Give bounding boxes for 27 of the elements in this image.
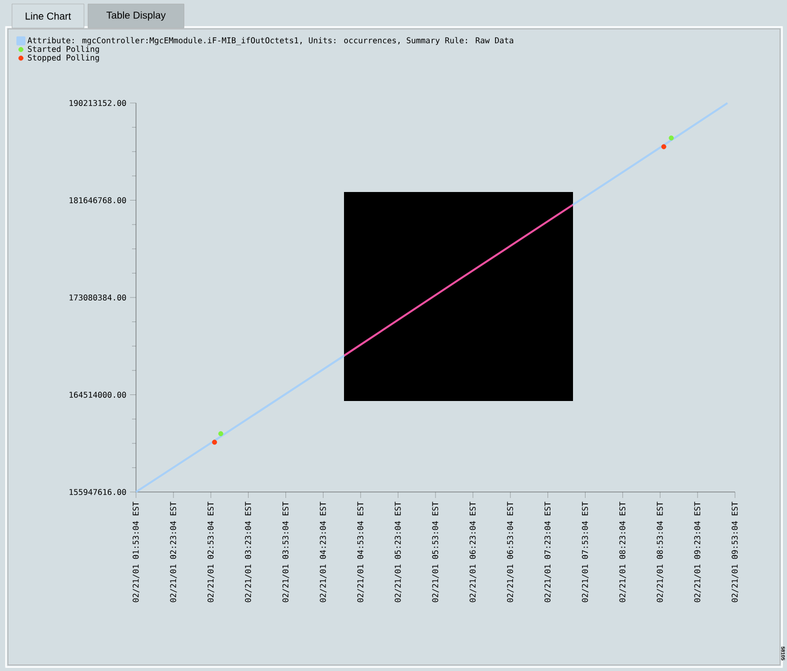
x-tick-label: 02/21/01 06:53:04 EST bbox=[507, 502, 514, 602]
x-tick-label: 02/21/01 08:23:04 EST bbox=[619, 502, 626, 602]
x-tick-label: 02/21/01 06:23:04 EST bbox=[470, 502, 476, 602]
y-tick-label: 164514000.00 bbox=[70, 392, 126, 398]
y-tick-label: 190213152.00 bbox=[70, 100, 126, 106]
x-tick-label: 02/21/01 05:23:04 EST bbox=[394, 502, 402, 602]
x-tick-label: 02/21/01 05:53:04 EST bbox=[432, 502, 439, 602]
x-tick-label: 02/21/01 01:53:04 EST bbox=[132, 502, 140, 602]
text: Line Chart bbox=[26, 12, 71, 20]
y-tick-label: 155947616.00 bbox=[70, 488, 126, 496]
x-tick-label: 02/21/01 03:23:04 EST bbox=[244, 502, 252, 602]
x-tick-label: 02/21/01 09:23:04 EST bbox=[694, 502, 701, 602]
x-tick-label: 02/21/01 03:53:04 EST bbox=[282, 502, 290, 602]
x-tick-label: 02/21/01 08:53:04 EST bbox=[656, 502, 664, 602]
x-tick-label: 02/21/01 09:53:04 EST bbox=[732, 502, 738, 602]
x-tick-label: 02/21/01 07:23:04 EST bbox=[544, 502, 552, 602]
x-tick-label: 02/21/01 07:53:04 EST bbox=[582, 502, 589, 602]
x-tick-label: 02/21/01 02:53:04 EST bbox=[208, 502, 214, 602]
legend-label: Stopped Polling bbox=[28, 54, 99, 62]
text: Table Display bbox=[106, 11, 166, 21]
x-tick-label: 02/21/01 04:53:04 EST bbox=[357, 502, 364, 602]
legend-label: Started Polling bbox=[28, 46, 99, 54]
y-tick-label: 173080384.00 bbox=[70, 294, 126, 301]
x-tick-label: 02/21/01 02:23:04 EST bbox=[170, 502, 177, 602]
legend-label: Attribute: mgcController:MgcEMmodule.iF-MIB_ifOutOctets1, Units: occurrences, Summary Rule: Raw Data bbox=[28, 37, 514, 46]
x-tick-label: 02/21/01 04:23:04 EST bbox=[320, 502, 327, 602]
y-tick-label: 181646768.00 bbox=[70, 197, 126, 204]
